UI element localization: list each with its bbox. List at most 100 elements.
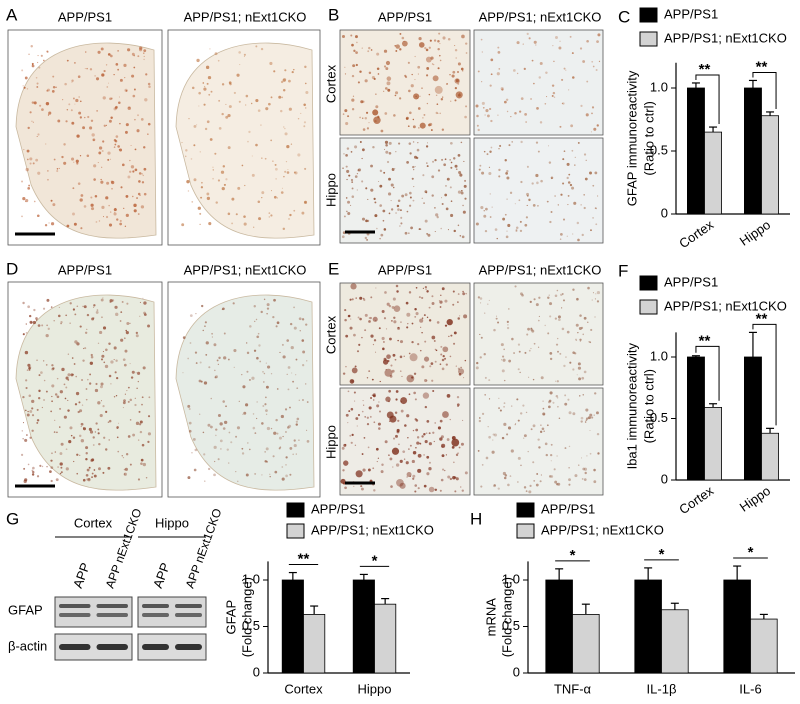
stain-dot bbox=[426, 472, 430, 476]
stain-dot bbox=[273, 298, 276, 302]
stain-dot bbox=[95, 310, 99, 314]
x-tick-label: Hippo bbox=[737, 217, 773, 249]
stain-dot bbox=[428, 46, 431, 49]
stain-dot bbox=[537, 438, 540, 441]
stain-dot bbox=[43, 59, 45, 62]
stain-dot bbox=[463, 377, 465, 379]
stain-dot bbox=[290, 143, 293, 145]
stain-dot bbox=[568, 411, 572, 415]
stain-dot bbox=[571, 149, 574, 152]
stain-dot bbox=[507, 223, 511, 228]
stain-dot bbox=[351, 98, 355, 102]
stain-dot bbox=[303, 125, 306, 128]
stain-dot bbox=[376, 52, 380, 56]
stain-dot bbox=[275, 167, 278, 171]
stain-dot bbox=[415, 286, 418, 289]
stain-dot bbox=[564, 394, 567, 397]
stain-dot bbox=[408, 142, 412, 145]
stain-dot bbox=[373, 116, 381, 124]
stain-dot bbox=[488, 379, 491, 382]
stain-dot bbox=[90, 459, 94, 462]
stain-dot bbox=[105, 215, 109, 219]
stain-dot bbox=[596, 411, 599, 415]
stain-dot bbox=[29, 162, 32, 165]
stain-dot bbox=[400, 321, 402, 323]
stain-dot bbox=[388, 212, 391, 215]
stain-dot bbox=[101, 316, 103, 319]
stain-dot bbox=[516, 72, 519, 75]
stain-dot bbox=[414, 308, 417, 311]
stain-dot bbox=[113, 146, 116, 148]
stain-dot bbox=[368, 370, 371, 373]
stain-dot bbox=[428, 486, 435, 493]
stain-dot bbox=[341, 235, 345, 239]
stain-dot bbox=[124, 130, 128, 134]
stain-dot bbox=[189, 342, 192, 344]
stain-dot bbox=[346, 169, 350, 173]
stain-dot bbox=[484, 229, 488, 233]
y-tick-label: 1.0 bbox=[502, 571, 520, 586]
stain-dot bbox=[255, 45, 258, 48]
stain-dot bbox=[187, 476, 191, 480]
stain-dot bbox=[434, 488, 438, 492]
stain-dot bbox=[492, 433, 495, 436]
stain-dot bbox=[114, 371, 117, 374]
stain-dot bbox=[305, 107, 307, 109]
stain-dot bbox=[281, 96, 284, 99]
stain-dot bbox=[416, 441, 420, 445]
stain-dot bbox=[382, 209, 386, 213]
stain-dot bbox=[459, 173, 463, 177]
stain-dot bbox=[572, 368, 575, 371]
stain-dot bbox=[199, 361, 202, 364]
stain-dot bbox=[585, 113, 589, 117]
stain-dot bbox=[477, 450, 480, 452]
stain-dot bbox=[143, 192, 147, 196]
stain-dot bbox=[45, 101, 50, 106]
stain-dot bbox=[66, 109, 69, 111]
stain-dot bbox=[455, 57, 457, 59]
stain-dot bbox=[406, 326, 409, 329]
panel-letter: F bbox=[618, 261, 628, 280]
stain-dot bbox=[519, 220, 522, 223]
stain-dot bbox=[108, 82, 110, 84]
stain-dot bbox=[204, 480, 206, 482]
stain-dot bbox=[69, 426, 73, 430]
stain-dot bbox=[125, 452, 129, 456]
stain-dot bbox=[81, 379, 83, 381]
bar bbox=[750, 618, 778, 674]
stain-dot bbox=[426, 102, 429, 105]
stain-dot bbox=[289, 322, 293, 326]
stain-dot bbox=[434, 230, 436, 233]
stain-dot bbox=[456, 395, 460, 399]
stain-dot bbox=[218, 127, 222, 130]
stain-dot bbox=[74, 313, 77, 316]
stain-dot bbox=[377, 73, 380, 75]
stain-dot bbox=[54, 451, 57, 453]
panel-letter: A bbox=[6, 5, 18, 24]
stain-dot bbox=[561, 102, 564, 105]
stain-dot bbox=[63, 415, 67, 419]
stain-dot bbox=[423, 484, 427, 488]
stain-dot bbox=[261, 422, 264, 425]
stain-dot bbox=[137, 478, 141, 481]
stain-dot bbox=[107, 53, 111, 56]
stain-dot bbox=[140, 205, 145, 209]
stain-dot bbox=[390, 485, 393, 488]
stain-dot bbox=[549, 357, 553, 361]
stain-dot bbox=[284, 170, 287, 173]
stain-dot bbox=[94, 194, 98, 198]
stain-dot bbox=[102, 326, 107, 330]
stain-dot bbox=[120, 186, 123, 189]
stain-dot bbox=[439, 54, 441, 57]
stain-dot bbox=[72, 97, 75, 100]
stain-dot bbox=[450, 161, 453, 164]
stain-dot bbox=[552, 401, 555, 404]
stain-dot bbox=[506, 230, 508, 232]
stain-dot bbox=[451, 435, 456, 440]
stain-dot bbox=[53, 158, 56, 161]
stain-dot bbox=[348, 314, 351, 318]
stain-dot bbox=[139, 46, 143, 50]
stain-dot bbox=[72, 187, 75, 190]
stain-dot bbox=[390, 200, 392, 202]
stain-dot bbox=[214, 52, 218, 56]
